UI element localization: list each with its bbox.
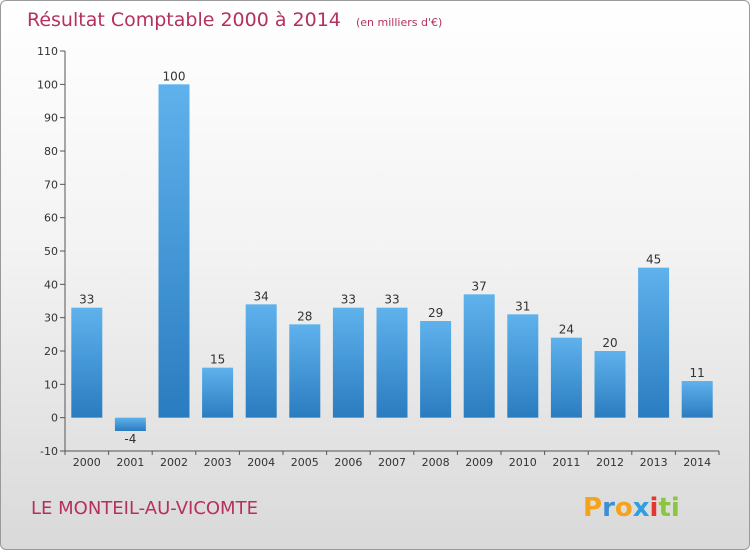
- y-tick-label: 80: [44, 145, 58, 158]
- x-tick-label: 2002: [160, 456, 188, 469]
- x-tick-label: 2005: [291, 456, 319, 469]
- bar: [463, 294, 495, 418]
- x-tick-label: 2007: [378, 456, 406, 469]
- y-tick-label: 70: [44, 178, 58, 191]
- logo-letter: r: [602, 493, 615, 523]
- bar: [594, 351, 626, 418]
- x-tick-label: 2008: [422, 456, 450, 469]
- bar-value-label: -4: [124, 432, 136, 446]
- chart-title: Résultat Comptable 2000 à 2014 (en milli…: [27, 9, 442, 31]
- y-tick-label: 30: [44, 312, 58, 325]
- y-tick-label: 0: [51, 412, 58, 425]
- y-tick-label: 110: [37, 45, 58, 58]
- x-tick-label: 2004: [247, 456, 275, 469]
- bar: [638, 267, 670, 418]
- bar-value-label: 24: [559, 323, 574, 337]
- value-labels: 33 -4 100 15 34 28 33 33 29 37 31 24 20 45 11: [79, 69, 705, 446]
- bar-value-label: 20: [602, 336, 617, 350]
- chart-title-main: Résultat Comptable 2000 à 2014: [27, 9, 341, 31]
- bar: [158, 84, 190, 418]
- bar-value-label: 45: [646, 253, 661, 267]
- bars: [71, 84, 713, 431]
- x-tick-label: 2012: [596, 456, 624, 469]
- bar: [332, 307, 364, 418]
- bar: [376, 307, 408, 418]
- bar-value-label: 29: [428, 306, 443, 320]
- y-tick-label: 40: [44, 278, 58, 291]
- logo-letter: o: [615, 493, 633, 523]
- bar-value-label: 15: [210, 353, 225, 367]
- y-tick-label: 60: [44, 212, 58, 225]
- y-tick-label: 100: [37, 78, 58, 91]
- bar-value-label: 11: [690, 366, 705, 380]
- logo-letter: P: [583, 493, 602, 523]
- bar-value-label: 37: [472, 279, 487, 293]
- bar: [420, 321, 452, 418]
- x-tick-label: 2000: [73, 456, 101, 469]
- x-tick-label: 2001: [116, 456, 144, 469]
- axes: -10 0 10 20 30 40 50 60 70 80 90 100 110 2000 2001 2002…: [37, 45, 720, 469]
- x-tick-label: 2006: [334, 456, 362, 469]
- x-tick-label: 2009: [465, 456, 493, 469]
- x-tick-label: 2013: [640, 456, 668, 469]
- proxiti-logo: Proxiti: [583, 493, 680, 523]
- x-tick-label: 2014: [683, 456, 711, 469]
- bar-value-label: 28: [297, 309, 312, 323]
- y-tick-label: 20: [44, 345, 58, 358]
- bar-value-label: 34: [254, 289, 269, 303]
- x-tick-label: 2011: [552, 456, 580, 469]
- x-tick-label: 2003: [204, 456, 232, 469]
- bar: [289, 324, 321, 418]
- bar-value-label: 100: [163, 69, 186, 83]
- y-tick-label: 10: [44, 378, 58, 391]
- commune-name: LE MONTEIL-AU-VICOMTE: [31, 498, 258, 519]
- bar: [114, 417, 146, 431]
- bar-value-label: 33: [341, 293, 356, 307]
- logo-letter: i: [650, 493, 659, 523]
- y-tick-label: 90: [44, 112, 58, 125]
- bar-value-label: 31: [515, 299, 530, 313]
- y-tick-label: 50: [44, 245, 58, 258]
- bar: [507, 314, 539, 418]
- bar: [550, 337, 582, 418]
- bar: [681, 381, 713, 418]
- chart-title-unit: (en milliers d'€): [356, 16, 442, 29]
- x-tick-label: 2010: [509, 456, 537, 469]
- logo-letter: t: [658, 493, 670, 523]
- bar-value-label: 33: [384, 293, 399, 307]
- logo-letter: x: [633, 493, 650, 523]
- bar-value-label: 33: [79, 293, 94, 307]
- bar: [202, 367, 234, 418]
- bar: [71, 307, 103, 418]
- y-tick-label: -10: [40, 445, 58, 458]
- bar: [245, 304, 277, 418]
- logo-letter: i: [671, 493, 680, 523]
